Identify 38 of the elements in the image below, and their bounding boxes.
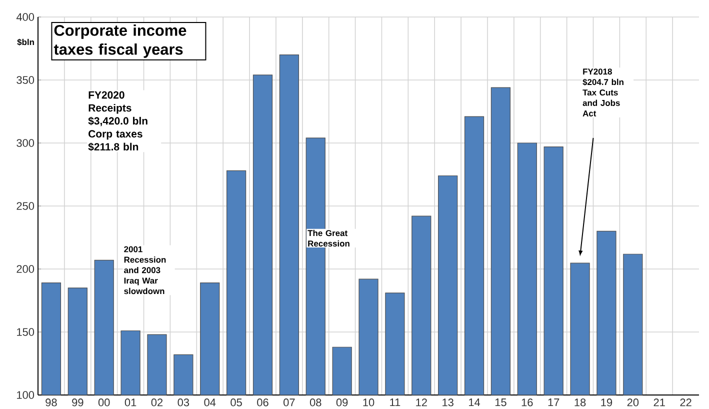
x-tick-label: 10 [363, 398, 374, 406]
x-tick-label: 99 [72, 398, 84, 406]
x-tick-label: 21 [654, 398, 665, 406]
x-tick-label: 03 [178, 398, 190, 406]
x-tick-label: 19 [601, 398, 612, 406]
x-tick-label: 20 [627, 398, 639, 406]
x-tick-label: 00 [98, 398, 110, 406]
x-tick-label: 09 [336, 398, 348, 406]
y-tick-label: 300 [16, 139, 34, 147]
x-tick-label: 02 [151, 398, 163, 406]
y-tick-label: 100 [17, 391, 34, 399]
x-tick-label: 06 [257, 398, 268, 406]
text: Corporate income taxes fiscal years [54, 24, 186, 58]
y-tick-label: 400 [16, 13, 34, 21]
y-tick-label: 150 [17, 328, 34, 336]
x-tick-label: 98 [46, 398, 57, 406]
x-tick-label: 13 [442, 398, 454, 406]
y-tick-label: 250 [16, 202, 34, 210]
annotation: FY2018 $204.7 bln Tax Cuts and Jobs Act [582, 68, 624, 116]
y-axis-title: $bln [17, 38, 34, 46]
x-tick-label: 07 [284, 398, 295, 406]
x-tick-label: 05 [230, 398, 242, 406]
x-tick-label: 16 [522, 398, 533, 406]
x-tick-label: 01 [124, 398, 136, 406]
x-tick-label: 11 [390, 398, 400, 406]
annotation: 2001 Recession and 2003 Iraq War slowdown [124, 246, 166, 294]
x-tick-label: 12 [416, 398, 427, 406]
x-tick-label: 17 [548, 398, 560, 406]
annotation: The Great Recession [308, 230, 350, 247]
x-tick-label: 22 [680, 398, 692, 406]
y-tick-label: 200 [16, 265, 34, 273]
x-tick-label: 04 [204, 398, 216, 406]
annotation: FY2020 Receipts $3,420.0 bln Corp taxes $211.8 bln [88, 91, 148, 152]
x-tick-label: 08 [310, 398, 322, 406]
x-tick-label: 18 [574, 398, 586, 406]
x-tick-label: 15 [495, 398, 506, 406]
x-tick-label: 14 [469, 398, 480, 406]
y-tick-label: 350 [16, 76, 34, 84]
